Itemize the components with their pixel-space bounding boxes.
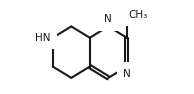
Text: HN: HN <box>35 33 51 43</box>
Text: N: N <box>104 14 112 24</box>
Text: CH₃: CH₃ <box>128 10 148 20</box>
Text: N: N <box>123 69 131 79</box>
